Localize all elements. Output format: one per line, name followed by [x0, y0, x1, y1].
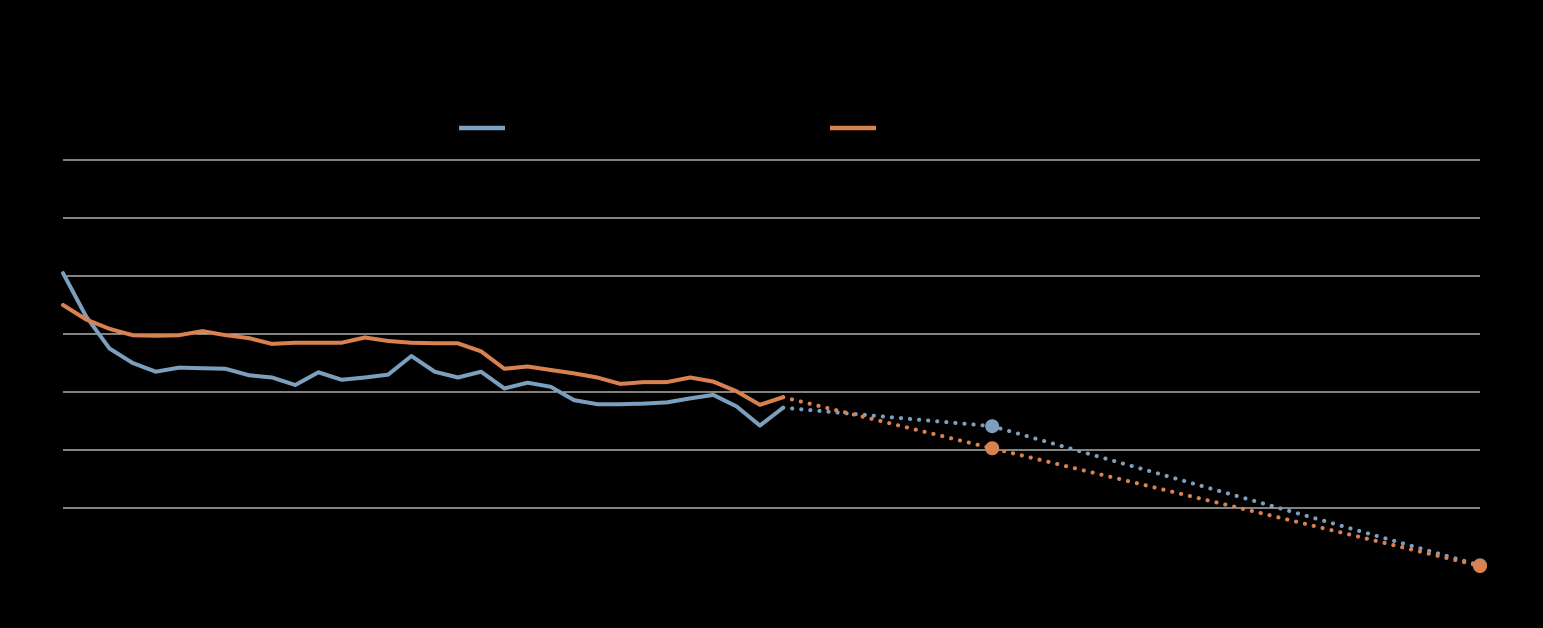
series-lines — [61, 271, 786, 428]
projection-line-2 — [781, 395, 1482, 568]
projection-marker-2-1 — [985, 441, 1000, 456]
series-line-2 — [61, 303, 786, 407]
projection-markers — [985, 419, 1487, 573]
projection-marker-1-1 — [985, 419, 1000, 434]
series-line-1 — [61, 271, 786, 428]
projection-marker-2-2 — [1473, 559, 1487, 573]
gridlines — [63, 159, 1480, 509]
projection-lines — [781, 395, 1482, 568]
